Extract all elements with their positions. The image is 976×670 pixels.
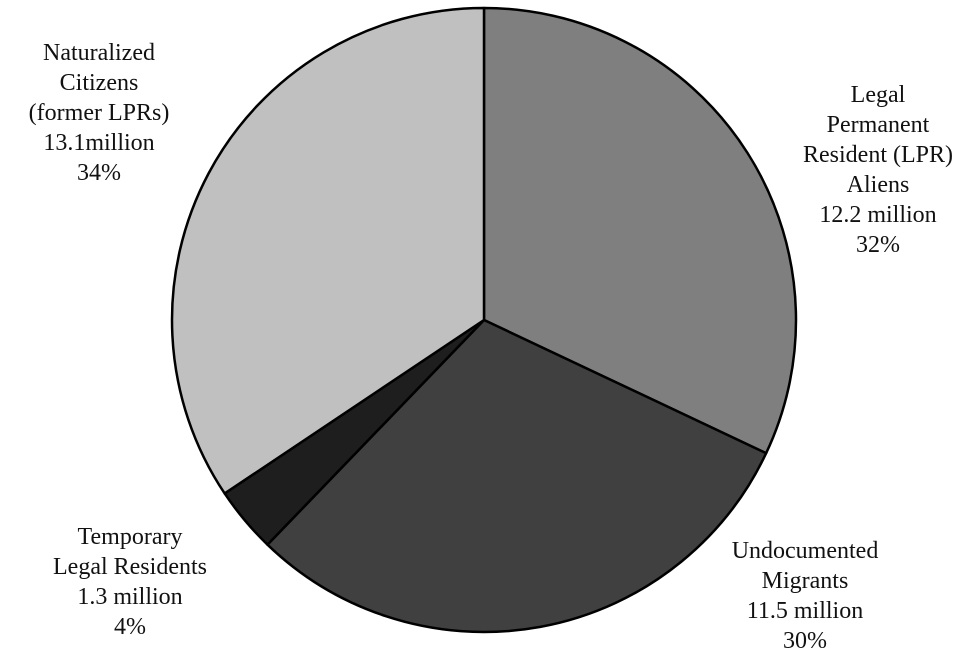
pie-slice-1: [266, 318, 768, 634]
slice-label-line: Legal: [850, 82, 906, 108]
pie-slice-3: [170, 6, 486, 495]
slice-label-line: Citizens: [59, 70, 139, 96]
slice-label-temporary: Temporary Legal Residents 1.3 million 4%: [30, 522, 230, 642]
slice-label-line: (former LPRs): [28, 100, 170, 126]
slice-label-undocumented: Undocumented Migrants 11.5 million 30%: [700, 536, 910, 656]
slice-label-line: Aliens: [846, 172, 910, 198]
slice-value-label: 1.3 million: [77, 584, 183, 610]
slice-label-line: Resident (LPR): [803, 142, 953, 168]
slice-label-line: Migrants: [761, 568, 849, 594]
slice-label-line: Undocumented: [731, 538, 879, 564]
slice-label-line: Legal Residents: [53, 554, 207, 580]
slice-label-line: Permanent: [826, 112, 930, 138]
slice-label-line: Temporary: [77, 524, 183, 550]
slice-value-label: 12.2 million: [819, 202, 937, 228]
slice-percent-label: 4%: [114, 614, 146, 640]
slice-percent-label: 34%: [77, 160, 121, 186]
slice-label-line: Naturalized: [43, 40, 155, 66]
slice-value-label: 13.1million: [43, 130, 155, 156]
slice-label-lpr: Legal Permanent Resident (LPR) Aliens 12…: [780, 80, 976, 260]
slice-percent-label: 30%: [783, 628, 827, 654]
pie-slice-0: [482, 6, 798, 455]
slice-label-naturalized: Naturalized Citizens (former LPRs) 13.1m…: [0, 38, 198, 188]
slice-percent-label: 32%: [856, 232, 900, 258]
slice-value-label: 11.5 million: [746, 598, 864, 624]
